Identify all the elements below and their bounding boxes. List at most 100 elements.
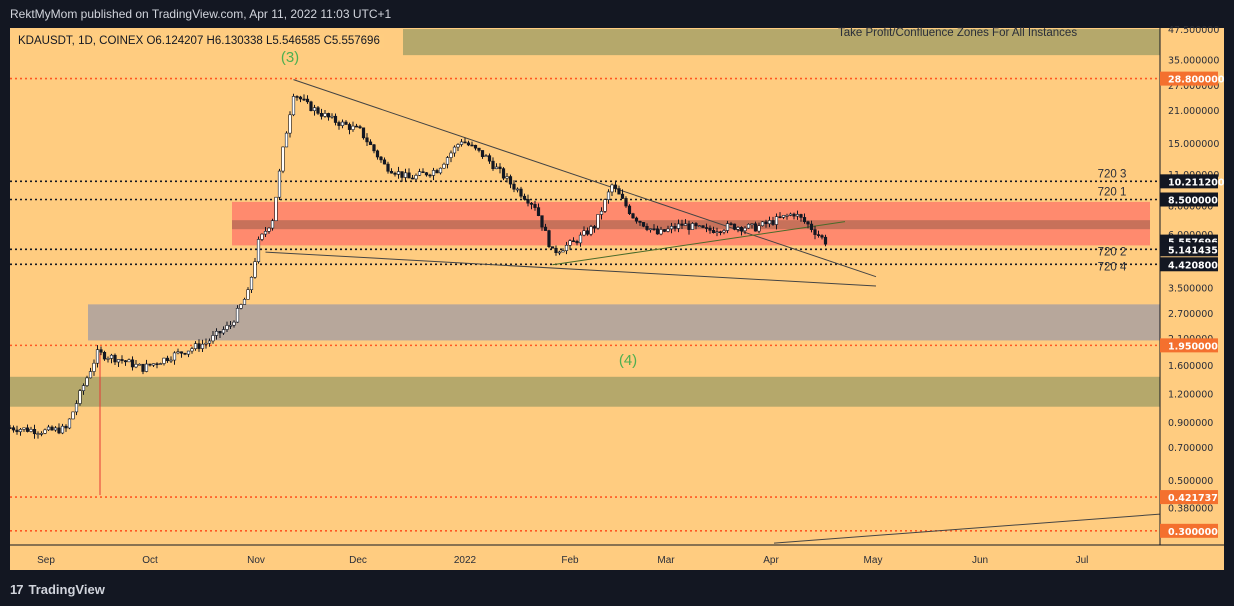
candle-body [18,429,23,433]
candle-body [771,220,775,225]
candle-body [697,225,702,228]
candle-body [781,215,786,218]
candle-body [368,141,373,146]
candle-body [743,227,747,232]
plot-background [10,28,1160,545]
y-tick-label: 0.700000 [1168,443,1213,454]
candle-body [613,184,618,189]
candle-body [319,113,324,117]
candle-body [438,167,443,174]
price-tag-bg [1160,490,1218,505]
candle-body [571,240,576,243]
candle-body [60,425,65,434]
candle-body [634,217,639,222]
take-profit-zone [403,29,1160,56]
candle-body [393,172,397,175]
candle-body [739,227,744,232]
candle-body [197,343,201,349]
y-tick-label: 8.000000 [1168,202,1213,213]
candle-body [32,428,37,435]
candle-body [358,126,362,129]
candle-body [568,240,572,246]
candle-body [648,228,653,231]
candle-body [694,223,698,227]
candle-body [655,228,660,235]
wave-label-4: (4) [619,352,637,369]
candle-body [578,234,583,244]
y-tick-label: 2.700000 [1168,309,1213,320]
price-tag-bg [1160,338,1218,353]
price-tag-0.300000: 0.300000 [1168,527,1218,538]
candle-body [778,216,782,218]
candle-body [256,239,261,262]
candle-body [81,385,86,391]
candle-body [491,160,495,170]
price-tag-0.421737: 0.421737 [1168,493,1218,504]
candle-body [137,363,142,366]
candle-body [158,363,163,365]
candle-body [767,220,772,225]
candle-body [155,363,159,366]
x-tick-label: Feb [561,555,579,566]
candle-body [631,213,635,219]
price-tag-4.420800: 4.420800 [1168,260,1218,271]
candle-body [309,101,313,112]
candle-body [274,196,278,222]
candle-body [526,199,530,204]
candle-body [43,429,47,434]
candle-body [785,215,789,217]
candle-body [802,217,807,223]
candle-body [106,358,110,360]
candle-body [351,125,355,130]
tradingview-brand: TradingView [28,582,105,597]
candle-body [550,246,555,249]
price-tag-bg [1160,71,1218,86]
candle-body [113,354,117,363]
candle-body [354,125,359,128]
frame-right [1224,28,1234,570]
candle-body [347,124,352,130]
candle-body [683,223,688,226]
candle-body [340,121,345,126]
candle-body [298,96,303,100]
price-axis [1160,28,1224,545]
candle-body [67,418,72,429]
price-tag-10.211200: 10.211200 [1168,177,1225,188]
candle-body [235,308,240,323]
candle-body [606,191,611,200]
candle-body [78,390,82,404]
candle-body [459,141,464,145]
candle-body [736,227,740,230]
candle-body [382,159,387,165]
candle-body [823,236,828,245]
y-tick-label: 3.500000 [1168,283,1213,294]
candle-body [116,359,121,363]
level-label-720-1: 720 1 [1098,187,1127,199]
candle-body [540,215,544,228]
candle-body [361,127,366,139]
candle-body [204,342,208,345]
price-tag-8.500000: 8.500000 [1168,196,1218,207]
candle-body [389,170,394,174]
candle-body [431,170,436,176]
candle-body [725,223,730,231]
candle-body [39,433,44,435]
candle-body [151,363,156,366]
candle-body [277,170,282,198]
candle-body [372,144,376,152]
candle-body [669,226,674,230]
tradingview-logo[interactable]: 17 TradingView [10,582,105,597]
candle-body [253,261,257,278]
candle-body [15,429,19,433]
candle-body [305,98,310,103]
candle-body [141,363,145,372]
candle-body [407,172,411,179]
y-tick-label: 1.600000 [1168,361,1213,372]
candle-body [74,403,79,413]
candle-body [645,225,649,230]
candle-body [36,433,40,435]
candle-body [228,324,233,327]
candle-body [186,350,191,355]
candle-body [123,360,128,363]
